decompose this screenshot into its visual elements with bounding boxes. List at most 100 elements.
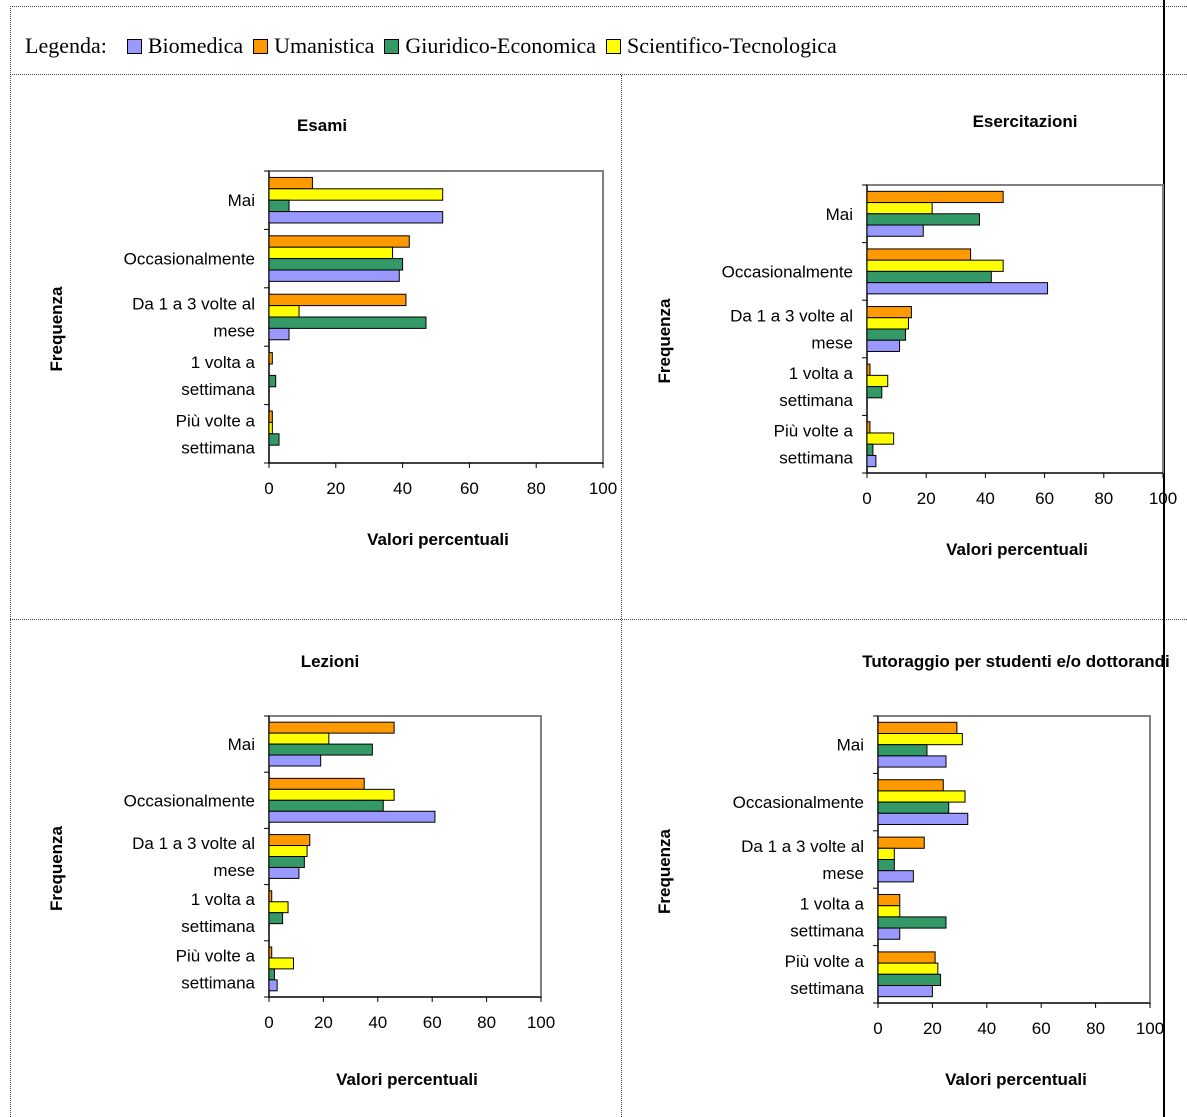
bar-umanistica (866, 248, 972, 261)
bar-giuridico-economica (268, 856, 305, 868)
chart-lezioni: Lezioni 0 20 40 60 80 100 Valori percentuali Fre… (47, 652, 555, 1089)
legend: Legenda: Biomedica Umanistica Giuridico-… (25, 28, 847, 64)
x-tick-label: 20 (326, 479, 345, 498)
bar-scientifico-tecnologica (268, 732, 330, 745)
legend-swatch-umanistica (253, 38, 269, 54)
legend-title: Legenda: (25, 33, 107, 58)
bar-giuridico-economica (877, 973, 942, 986)
y-category-label: Mai (826, 205, 853, 224)
chart-tutoraggio: Tutoraggio per studenti e/o dottorandi 0 2… (655, 652, 1170, 1089)
x-tick-label: 100 (527, 1013, 555, 1032)
x-tick-label: 20 (917, 489, 936, 508)
bar-giuridico-economica (268, 799, 384, 812)
bar-giuridico-economica (268, 743, 373, 756)
legend-item-biomedica: Biomedica (126, 33, 244, 59)
legend-item-scientifico-tecnologica: Scientifico-Tecnologica (605, 33, 837, 59)
y-category-label: settimana (790, 921, 864, 940)
chart-esercitazioni: Esercitazioni 0 20 40 60 80 100 Valori percentu… (655, 112, 1177, 559)
y-category-label: Più volte a (176, 946, 256, 965)
y-category-label: 1 volta a (191, 353, 256, 372)
bar-giuridico-economica (268, 199, 290, 213)
chart-esami: Esami 0 20 40 60 80 100 Valori percentuali Frequ… (47, 116, 617, 549)
legend-swatch-biomedica (126, 38, 142, 54)
x-tick-label: 60 (1032, 1019, 1051, 1038)
y-category-label: 1 volta a (800, 894, 865, 913)
bar-giuridico-economica (268, 374, 277, 388)
bar-giuridico-economica (877, 801, 950, 814)
x-tick-label: 80 (1094, 489, 1113, 508)
bar-umanistica (866, 190, 1004, 204)
bar-umanistica (268, 293, 407, 307)
legend-label-biomedica: Biomedica (147, 33, 244, 58)
bar-umanistica (268, 777, 365, 790)
bar-scientifico-tecnologica (268, 246, 394, 260)
bar-scientifico-tecnologica (866, 202, 933, 215)
bar-scientifico-tecnologica (877, 905, 901, 918)
x-tick-label: 80 (527, 479, 546, 498)
bar-giuridico-economica (877, 859, 895, 872)
bar-biomedica (877, 812, 969, 825)
bar-umanistica (877, 894, 901, 907)
bar-giuridico-economica (866, 443, 874, 456)
bar-scientifico-tecnologica (877, 847, 895, 861)
bar-scientifico-tecnologica (866, 374, 889, 388)
bar-giuridico-economica (268, 258, 404, 271)
y-category-label: Mai (228, 191, 255, 210)
x-axis-label: Valori percentuali (945, 1070, 1087, 1089)
legend-item-umanistica: Umanistica (253, 33, 374, 59)
column-divider (621, 75, 622, 1117)
x-tick-label: 0 (862, 489, 871, 508)
x-tick-label: 0 (873, 1019, 882, 1038)
bar-umanistica (268, 410, 273, 423)
bar-scientifico-tecnologica (268, 901, 289, 914)
y-category-label: mese (811, 334, 853, 353)
x-tick-label: 20 (923, 1019, 942, 1038)
bar-biomedica (268, 754, 322, 767)
bar-scientifico-tecnologica (877, 733, 963, 746)
y-category-label: Da 1 a 3 volte al (730, 307, 853, 326)
y-category-label: settimana (181, 917, 255, 936)
x-axis-label: Valori percentuali (367, 530, 509, 549)
y-category-label: mese (213, 322, 255, 341)
bar-umanistica (877, 779, 944, 792)
y-category-label: Occasionalmente (124, 791, 255, 810)
legend-swatch-giuridico-economica (384, 38, 400, 54)
bar-giuridico-economica (866, 270, 992, 284)
y-category-label: Da 1 a 3 volte al (132, 295, 255, 314)
x-axis-label: Valori percentuali (946, 540, 1088, 559)
bar-scientifico-tecnologica (268, 305, 300, 318)
bar-giuridico-economica (866, 386, 883, 399)
bar-biomedica (877, 984, 933, 998)
bar-scientifico-tecnologica (877, 962, 939, 975)
bar-umanistica (268, 176, 313, 190)
y-category-label: Mai (228, 735, 255, 754)
x-tick-label: 60 (1035, 489, 1054, 508)
bar-scientifico-tecnologica (268, 845, 308, 858)
y-category-label: settimana (181, 973, 255, 992)
legend-swatch-scientifico-tecnologica (605, 38, 621, 54)
bar-umanistica (877, 836, 925, 849)
y-category-label: settimana (181, 438, 255, 457)
bar-scientifico-tecnologica (268, 788, 395, 801)
x-tick-label: 40 (976, 489, 995, 508)
legend-label-umanistica: Umanistica (274, 33, 375, 58)
right-border (1163, 0, 1165, 1117)
top-border (10, 6, 1187, 7)
x-tick-label: 80 (1086, 1019, 1105, 1038)
bar-biomedica (866, 224, 924, 237)
bar-umanistica (877, 951, 936, 964)
x-tick-label: 60 (423, 1013, 442, 1032)
bar-scientifico-tecnologica (866, 259, 1004, 272)
bar-umanistica (866, 363, 871, 376)
bar-biomedica (877, 927, 901, 940)
left-border (10, 6, 11, 1117)
bar-giuridico-economica (866, 328, 906, 341)
y-category-label: Occasionalmente (733, 793, 864, 812)
y-category-label: 1 volta a (191, 890, 256, 909)
bar-giuridico-economica (877, 916, 947, 929)
chart-title: Esercitazioni (973, 112, 1078, 131)
x-tick-label: 40 (393, 479, 412, 498)
bar-giuridico-economica (268, 912, 284, 925)
